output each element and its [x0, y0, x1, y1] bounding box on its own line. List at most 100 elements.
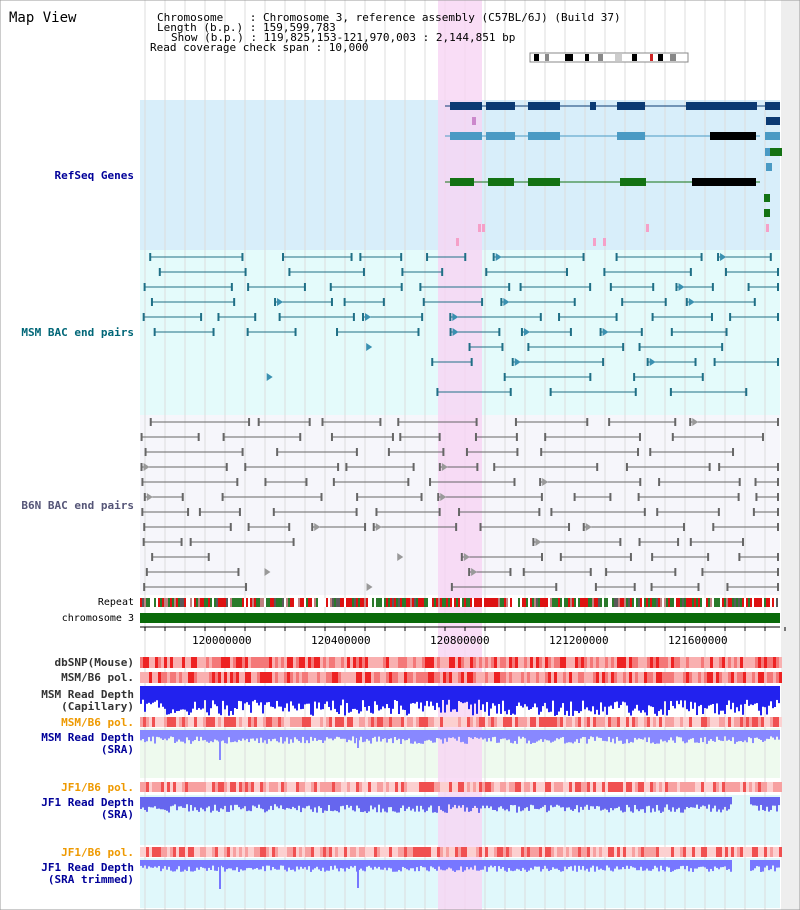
jf1-trim-depth	[644, 860, 646, 871]
dbsnp-strip	[161, 657, 164, 668]
jf1-sra-depth	[678, 797, 680, 808]
msm-cap-depth	[586, 686, 588, 708]
jf1-sra-depth	[598, 797, 600, 807]
repeat-block	[318, 598, 320, 607]
jf1-trim-depth	[376, 860, 378, 869]
b6n-bac-pair-end	[516, 448, 519, 456]
jf1-pol2-strip	[296, 847, 299, 857]
msm-cap-depth	[530, 686, 532, 709]
jf1-sra-depth	[616, 797, 618, 809]
msm-pol2-strip	[221, 717, 224, 727]
b6n-bac-pair-end	[465, 448, 468, 456]
msm-sra-depth	[618, 730, 620, 741]
b6n-bac-end	[314, 523, 321, 531]
msm-cap-depth	[558, 686, 560, 712]
jf1-pol2-strip	[743, 847, 746, 857]
msm-pol-strip	[308, 672, 311, 683]
jf1-pol2-strip	[518, 847, 521, 857]
dbsnp-strip	[773, 657, 776, 668]
jf1-pol2-strip	[308, 847, 311, 857]
msm-sra-depth	[290, 730, 292, 740]
msm-pol-strip	[416, 672, 419, 683]
repeat-block	[548, 598, 550, 607]
msm-bac-pair-end	[725, 328, 728, 336]
msm-bac-pair-end	[520, 328, 523, 336]
dbsnp-strip	[464, 657, 467, 668]
jf1-pol2-strip	[311, 847, 314, 857]
jf1-trim-depth	[424, 860, 426, 868]
repeat-block	[634, 598, 636, 607]
track-label-jf1-depth[interactable]: JF1 Read Depth	[41, 796, 134, 809]
msm-pol-strip	[503, 672, 506, 683]
jf1-trim-depth	[492, 860, 494, 868]
track-label-msm-bac[interactable]: MSM BAC end pairs	[21, 326, 134, 339]
b6n-bac-pair-end	[305, 478, 308, 486]
dbsnp-strip	[269, 657, 272, 668]
msm-bac-pair-end	[254, 313, 257, 321]
jf1-sra-depth	[410, 797, 412, 811]
jf1-pol2-strip	[773, 847, 776, 857]
msm-pol-strip	[161, 672, 164, 683]
msm-pol2-strip	[230, 717, 233, 727]
jf1-sra-depth	[452, 797, 454, 808]
msm-bac-pair-end	[777, 313, 779, 321]
jf1-pol2-strip	[404, 847, 407, 857]
msm-sra-depth	[540, 730, 542, 740]
track-label-msm-depth-sra[interactable]: MSM Read Depth	[41, 731, 134, 744]
jf1-sra-depth	[286, 797, 288, 808]
msm-sra-depth	[278, 730, 280, 743]
track-label-msm-pol[interactable]: MSM/B6 pol.	[61, 671, 134, 684]
jf1-trim-depth	[428, 860, 430, 872]
dbsnp-strip	[410, 657, 413, 668]
jf1-trim-depth	[520, 860, 522, 872]
track-label-dbsnp[interactable]: dbSNP(Mouse)	[54, 656, 134, 669]
msm-pol2-strip	[443, 717, 446, 727]
jf1-sra-depth	[484, 797, 486, 809]
jf1-sra-depth	[322, 797, 324, 813]
b6n-bac-pair-end	[337, 463, 340, 471]
jf1-sra-depth	[242, 797, 244, 809]
msm-cap-depth	[634, 686, 636, 709]
dbsnp-strip	[500, 657, 503, 668]
jf1-sra-depth	[274, 797, 276, 805]
jf1-pol-strip	[662, 782, 665, 792]
msm-cap-depth	[268, 686, 270, 703]
dbsnp-strip	[548, 657, 551, 668]
msm-bac-pair-end	[638, 343, 641, 351]
track-label-msm-depth-capillary[interactable]: MSM Read Depth	[41, 688, 134, 701]
jf1-pol2-strip	[662, 847, 665, 857]
jf1-trim-depth	[730, 860, 732, 872]
msm-pol2-strip	[605, 717, 608, 727]
track-label-msm-pol-2[interactable]: MSM/B6 pol.	[61, 716, 134, 729]
msm-cap-depth	[712, 686, 714, 705]
dbsnp-strip	[644, 657, 647, 668]
track-label-jf1-pol-2[interactable]: JF1/B6 pol.	[61, 846, 134, 859]
track-label-jf1-pol[interactable]: JF1/B6 pol.	[61, 781, 134, 794]
repeat-block	[632, 598, 634, 607]
track-label-b6n-bac[interactable]: B6N BAC end pairs	[21, 499, 134, 512]
jf1-trim-depth	[332, 860, 334, 870]
msm-cap-depth	[686, 686, 688, 710]
repeat-block	[562, 598, 564, 607]
dbsnp-strip	[470, 657, 473, 668]
jf1-trim-depth	[676, 860, 678, 870]
msm-pol2-strip	[665, 717, 668, 727]
msm-cap-depth	[150, 686, 152, 705]
msm-sra-depth	[478, 730, 480, 739]
track-label-jf1-depth-trimmed[interactable]: JF1 Read Depth	[41, 861, 134, 874]
track-label-refseq[interactable]: RefSeq Genes	[54, 169, 134, 182]
jf1-trim-depth	[728, 860, 730, 870]
msm-sra-depth	[180, 730, 182, 742]
jf1-sra-depth	[392, 797, 394, 812]
jf1-sra-depth	[730, 797, 732, 805]
dbsnp-strip	[365, 657, 368, 668]
jf1-pol-strip	[488, 782, 491, 792]
jf1-pol2-strip	[344, 847, 347, 857]
msm-sra-depth	[328, 730, 330, 739]
repeat-block	[606, 598, 608, 607]
jf1-pol-strip	[683, 782, 686, 792]
msm-sra-depth	[226, 730, 228, 744]
msm-pol-strip	[692, 672, 695, 683]
msm-sra-depth	[646, 730, 648, 743]
jf1-sra-depth	[174, 797, 176, 805]
